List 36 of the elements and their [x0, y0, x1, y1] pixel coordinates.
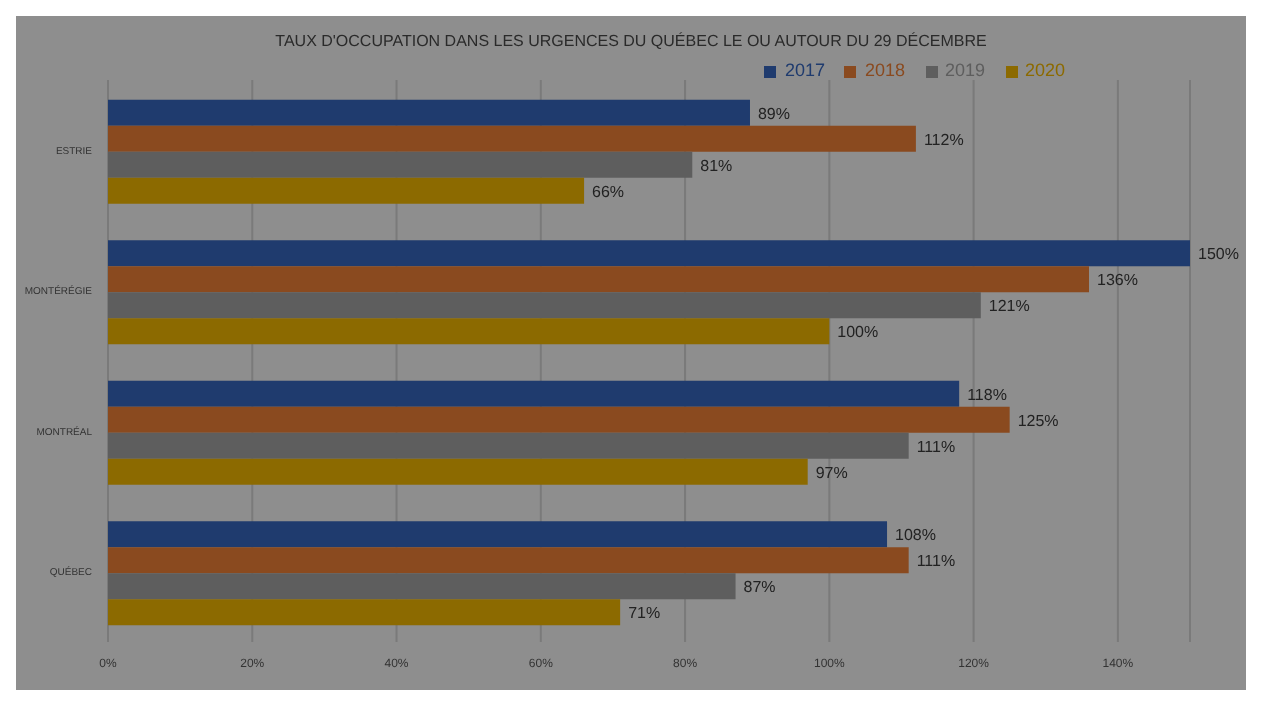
bar	[108, 380, 960, 407]
bar	[108, 125, 916, 152]
data-label: 125%	[1017, 411, 1059, 430]
legend-label: 2018	[864, 60, 905, 80]
bar	[108, 99, 750, 126]
bar	[108, 240, 1190, 267]
data-label: 150%	[1198, 245, 1239, 264]
bar	[108, 547, 909, 574]
data-label: 66%	[592, 182, 625, 201]
data-label: 108%	[895, 526, 936, 545]
data-label: 111%	[916, 552, 956, 571]
bar	[108, 177, 585, 204]
data-label: 97%	[815, 463, 848, 482]
bar	[108, 521, 888, 548]
bar	[108, 458, 808, 485]
chart-title: TAUX D'OCCUPATION DANS LES URGENCES DU QUÉBEC LE OU AUTOUR DU 29 DÉCEMBRE	[273, 32, 989, 50]
data-label: 111%	[916, 437, 956, 456]
data-label: 112%	[923, 130, 964, 149]
bar	[108, 573, 736, 600]
bar	[108, 292, 981, 319]
bar	[108, 151, 693, 178]
data-label: 121%	[988, 297, 1030, 316]
bar	[108, 318, 830, 345]
legend-label: 2020	[1025, 60, 1066, 80]
data-label: 136%	[1097, 271, 1138, 290]
data-label: 71%	[628, 604, 661, 623]
data-label: 87%	[743, 578, 776, 597]
bar	[108, 599, 621, 626]
data-label: 89%	[757, 104, 791, 123]
data-label: 118%	[967, 385, 1007, 404]
bar	[108, 406, 1010, 433]
bar	[108, 432, 909, 459]
data-label: 81%	[700, 156, 733, 175]
bar	[108, 266, 1090, 293]
data-label: 100%	[837, 323, 879, 342]
legend-label: 2017	[784, 60, 825, 80]
